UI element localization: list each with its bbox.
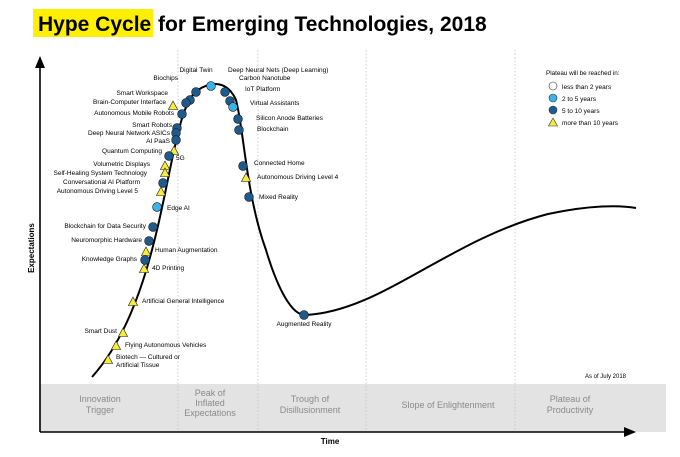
label-knowledge-graphs: Knowledge Graphs xyxy=(82,256,138,263)
phase-trough-line2: Disillusionment xyxy=(280,405,341,415)
marker-edge-ai xyxy=(152,202,162,212)
phase-band xyxy=(40,384,666,432)
marker-human-augmentation xyxy=(140,246,152,256)
phase-trough-line1: Trough of xyxy=(291,394,330,404)
title-highlight: Hype Cycle xyxy=(38,13,151,36)
label-iot-platform: IoT Platform xyxy=(245,86,280,93)
marker-mixed-reality xyxy=(244,192,254,202)
label-autonomous-driving-level-5: Autonomous Driving Level 5 xyxy=(57,188,139,195)
marker-connected-home xyxy=(238,161,248,171)
legend-label-0: less than 2 years xyxy=(562,84,612,91)
marker-autonomous-driving-level-5 xyxy=(155,186,167,196)
marker-carbon-nanotube xyxy=(220,87,230,97)
legend: Plateau will be reached in: less than 2 … xyxy=(546,70,620,127)
phase-peak-line3: Expectations xyxy=(184,408,236,418)
label-carbon-nanotube: Carbon Nanotube xyxy=(239,75,291,82)
label-autonomous-mobile-robots: Autonomous Mobile Robots xyxy=(94,110,175,117)
label-digital-twin: Digital Twin xyxy=(179,67,213,74)
label-biotech-cultured-or: Biotech — Cultured or xyxy=(116,354,181,361)
legend-label-1: 2 to 5 years xyxy=(562,96,597,103)
label-neuromorphic-hardware: Neuromorphic Hardware xyxy=(71,237,142,244)
marker-blockchain-for-data-security xyxy=(148,222,158,232)
label-smart-dust: Smart Dust xyxy=(84,328,117,335)
marker-biotech-cultured-or xyxy=(102,354,114,364)
label-virtual-assistants: Virtual Assistants xyxy=(250,100,300,107)
marker-deep-neural-nets-deep-learning xyxy=(206,81,216,91)
as-of-label: As of July 2018 xyxy=(585,374,627,380)
label-deep-neural-nets-deep-learning: Deep Neural Nets (Deep Learning) xyxy=(228,67,328,74)
label-autonomous-driving-level-4: Autonomous Driving Level 4 xyxy=(257,174,339,181)
marker-self-healing-system-technology xyxy=(159,167,171,177)
marker-autonomous-mobile-robots xyxy=(177,109,187,119)
label-biotech-cultured-or-line2: Artificial Tissue xyxy=(116,362,160,369)
label-smart-workspace: Smart Workspace xyxy=(116,90,168,97)
phase-peak-line1: Peak of xyxy=(195,388,226,398)
label-flying-autonomous-vehicles: Flying Autonomous Vehicles xyxy=(125,342,207,349)
label-quantum-computing: Quantum Computing xyxy=(102,148,162,155)
marker-digital-twin xyxy=(191,87,201,97)
legend-circle-dark-blue xyxy=(548,105,558,115)
title-rest: for Emerging Technologies, 2018 xyxy=(158,13,487,36)
marker-4d-printing xyxy=(138,263,150,273)
label-biochips: Biochips xyxy=(153,75,178,82)
label-artificial-general-intelligence: Artificial General Intelligence xyxy=(142,298,225,305)
phase-plateau-line2: Productivity xyxy=(547,405,594,415)
technology-labels: Digital Twin Deep Neural Nets (Deep Learn… xyxy=(54,67,339,369)
label-volumetric-displays: Volumetric Displays xyxy=(93,161,150,168)
label-brain-computer-interface: Brain-Computer Interface xyxy=(93,99,166,106)
marker-augmented-reality xyxy=(299,310,309,320)
marker-silicon-anode-batteries xyxy=(233,114,243,124)
label-blockchain-for-data-security: Blockchain for Data Security xyxy=(64,223,146,230)
label-4d-printing: 4D Printing xyxy=(152,265,185,272)
marker-5g xyxy=(164,151,174,161)
legend-circle-white xyxy=(548,81,558,91)
label-augmented-reality: Augmented Reality xyxy=(277,321,333,328)
marker-knowledge-graphs xyxy=(140,255,150,265)
legend-circle-light-blue xyxy=(548,93,558,103)
marker-autonomous-driving-level-4 xyxy=(240,172,252,182)
y-axis-arrow xyxy=(35,56,45,68)
label-silicon-anode-batteries: Silicon Anode Batteries xyxy=(256,115,324,122)
marker-flying-autonomous-vehicles xyxy=(110,340,122,350)
label-ai-paas: AI PaaS xyxy=(146,138,171,145)
label-5g: 5G xyxy=(176,155,185,162)
marker-artificial-general-intelligence xyxy=(127,296,139,306)
legend-label-2: 5 to 10 years xyxy=(562,108,600,115)
legend-label-3: more than 10 years xyxy=(562,120,619,127)
marker-conversational-ai-platform xyxy=(158,178,168,188)
marker-virtual-assistants xyxy=(228,102,238,112)
x-axis-arrow xyxy=(624,427,636,437)
label-smart-robots: Smart Robots xyxy=(132,122,172,129)
phase-peak-line2: Inflated xyxy=(195,398,225,408)
label-connected-home: Connected Home xyxy=(254,160,305,167)
title-highlight-box xyxy=(33,9,153,37)
x-axis-label: Time xyxy=(321,437,340,446)
label-edge-ai: Edge AI xyxy=(167,205,190,212)
phase-innovation-line2: Trigger xyxy=(86,405,114,415)
legend-title: Plateau will be reached in: xyxy=(546,70,620,77)
technology-markers xyxy=(102,81,309,364)
label-blockchain: Blockchain xyxy=(257,126,289,133)
label-conversational-ai-platform: Conversational AI Platform xyxy=(63,179,140,186)
marker-smart-dust xyxy=(117,327,129,337)
label-self-healing-system-technology: Self-Healing System Technology xyxy=(54,170,148,177)
marker-ai-paas xyxy=(171,135,181,145)
phase-labels: Innovation Trigger Peak of Inflated Expe… xyxy=(79,388,594,418)
label-deep-neural-network-asics: Deep Neural Network ASICs xyxy=(88,130,171,137)
label-human-augmentation: Human Augmentation xyxy=(155,247,218,254)
marker-brain-computer-interface xyxy=(167,100,179,110)
phase-plateau-line1: Plateau of xyxy=(550,394,591,404)
phase-slope-line1: Slope of Enlightenment xyxy=(401,400,495,410)
marker-neuromorphic-hardware xyxy=(144,236,154,246)
legend-triangle xyxy=(547,117,559,127)
marker-smart-workspace xyxy=(181,98,191,108)
phase-innovation-line1: Innovation xyxy=(79,394,121,404)
marker-blockchain xyxy=(234,125,244,135)
label-mixed-reality: Mixed Reality xyxy=(259,194,299,201)
y-axis-label: Expectations xyxy=(27,223,36,273)
